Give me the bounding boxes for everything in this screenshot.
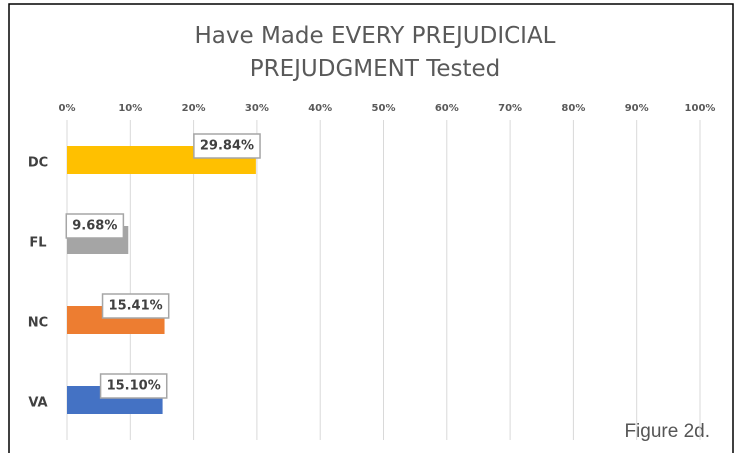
data-label: 9.68% (72, 219, 117, 234)
x-tick-label: 70% (498, 103, 522, 114)
data-label: 15.10% (107, 379, 161, 394)
y-tick-label: VA (28, 396, 47, 411)
chart-title: Have Made EVERY PREJUDICIAL PREJUDGMENT … (194, 23, 556, 82)
data-label-box (99, 373, 168, 399)
x-tick-label: 20% (182, 103, 206, 114)
x-tick-label: 100% (685, 103, 716, 114)
x-tick-label: 10% (118, 103, 142, 114)
x-tick-label: 80% (561, 103, 585, 114)
y-tick-label: DC (28, 156, 48, 171)
annotation: Figure 2d. (624, 421, 710, 442)
data-label-box (65, 213, 125, 239)
x-tick-label: 0% (59, 103, 76, 114)
x-tick-label: 90% (625, 103, 649, 114)
data-label: 15.41% (109, 299, 163, 314)
data-label-box (101, 293, 170, 319)
x-tick-label: 50% (372, 103, 396, 114)
y-tick-label: NC (28, 316, 48, 331)
data-label-box (193, 133, 261, 159)
x-tick-label: 40% (308, 103, 332, 114)
data-label: 29.84% (200, 139, 254, 154)
x-tick-label: 30% (245, 103, 269, 114)
x-tick-label: 60% (435, 103, 459, 114)
y-tick-label: FL (29, 236, 46, 251)
